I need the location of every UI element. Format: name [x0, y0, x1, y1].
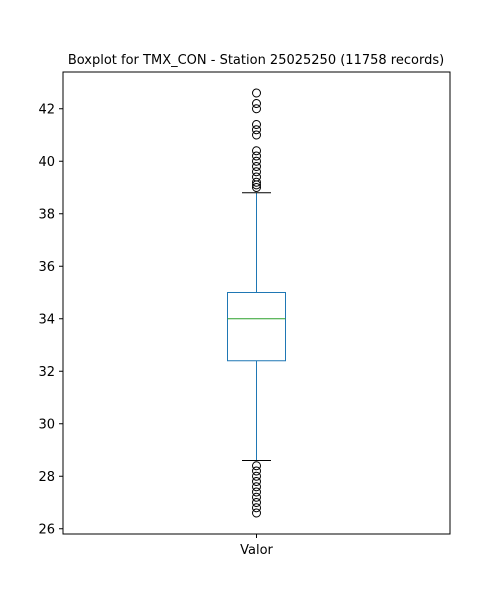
- outlier-point: [253, 121, 261, 129]
- outlier-point: [253, 100, 261, 108]
- y-tick-label: 38: [38, 207, 55, 222]
- outlier-point: [253, 147, 261, 155]
- y-tick-label: 28: [38, 470, 55, 485]
- y-tick-label: 30: [38, 417, 55, 432]
- outlier-point: [253, 509, 261, 517]
- x-axis: Valor: [240, 534, 273, 558]
- y-tick-label: 36: [38, 260, 55, 275]
- y-tick-label: 32: [38, 365, 55, 380]
- iqr-box: [228, 293, 286, 361]
- y-axis: 26 28 30 32 34 36 38 40 42: [38, 102, 63, 537]
- y-tick-label: 40: [38, 155, 55, 170]
- plot-area-frame: [63, 72, 450, 534]
- y-tick-label: 26: [38, 522, 55, 537]
- outlier-point: [253, 89, 261, 97]
- box-marks: [228, 89, 286, 517]
- y-tick-label: 42: [38, 102, 55, 117]
- x-tick-label: Valor: [240, 543, 273, 558]
- chart-title: Boxplot for TMX_CON - Station 25025250 (…: [68, 53, 444, 68]
- y-tick-label: 34: [38, 312, 55, 327]
